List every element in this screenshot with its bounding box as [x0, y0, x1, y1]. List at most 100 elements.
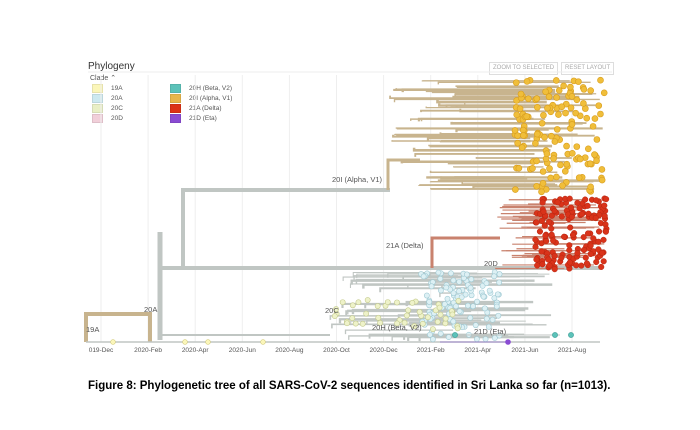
sample-dot-20c — [419, 320, 426, 327]
sample-dot-20i — [587, 87, 594, 94]
sample-dot-20i — [532, 140, 539, 147]
branch — [425, 90, 539, 93]
sample-dot-20c — [394, 320, 400, 327]
sample-dot-20h — [568, 332, 574, 338]
axis-tick-label: 2020-Apr — [182, 347, 210, 354]
branch — [412, 147, 551, 152]
branch — [426, 136, 531, 141]
sample-dot-20a — [420, 273, 427, 280]
sample-dot-20a — [427, 331, 433, 338]
sample-dot-20i — [567, 83, 574, 91]
sample-dot-21a — [548, 212, 555, 219]
branch — [417, 117, 534, 122]
sample-dot-20c — [377, 320, 384, 326]
sample-dot-20i — [533, 157, 540, 165]
sample-dot-20i — [533, 95, 541, 102]
sample-dot-20i — [568, 121, 576, 128]
sample-dot-21a — [532, 236, 539, 243]
sample-dot-21a — [540, 208, 547, 215]
phylogeny-tree[interactable]: 019-Dec 2020-Feb 2020-Apr 2020-Jun 2020-Aug 2… — [0, 0, 700, 360]
branch — [430, 188, 595, 190]
branch — [429, 170, 558, 174]
sample-dot-20i — [546, 165, 553, 172]
branch — [414, 152, 535, 157]
branch — [436, 99, 547, 104]
legend-item[interactable]: 19A — [92, 83, 123, 93]
sample-dot-20c — [384, 299, 391, 305]
sample-dot-20c — [394, 299, 400, 306]
legend-swatch — [92, 113, 103, 123]
sample-dot-21a — [548, 231, 555, 238]
branch — [437, 81, 591, 85]
sample-dot-21a — [595, 246, 602, 253]
sample-dot-20a — [452, 303, 459, 310]
sample-dot-20i — [600, 89, 608, 97]
sample-dot-20c — [416, 309, 423, 315]
sample-dot-21a — [592, 215, 599, 222]
branch — [364, 303, 448, 309]
sample-dot-21a — [566, 242, 573, 249]
sample-dot-21a — [582, 196, 589, 203]
legend-item[interactable]: 20D — [92, 113, 123, 123]
clade-label-a20: 20A — [144, 305, 157, 314]
sample-dot-20i — [559, 182, 566, 189]
sample-dot-20i — [514, 139, 521, 147]
sample-dot-20i — [562, 109, 569, 117]
sample-dot-20i — [587, 183, 594, 191]
legend-item[interactable]: 20H (Beta, V2) — [170, 83, 232, 93]
sample-dot-20i — [563, 142, 570, 150]
branch — [418, 336, 550, 342]
sample-dot-20c — [449, 311, 456, 318]
clade-legend-toggle[interactable]: Clade ⌃ — [90, 74, 116, 82]
sample-dot-20a — [481, 305, 488, 312]
sample-dot-20a — [483, 315, 490, 322]
sample-dot-20i — [568, 93, 576, 100]
sample-dot-20a — [441, 301, 448, 308]
legend-item[interactable]: 21D (Eta) — [170, 113, 232, 123]
sample-dot-20a — [473, 336, 480, 342]
sample-dot-20a — [437, 330, 444, 337]
legend-item[interactable]: 20C — [92, 103, 123, 113]
clade-label-a21: 21A (Delta) — [386, 241, 424, 250]
legend-item[interactable]: 20I (Alpha, V1) — [170, 93, 232, 103]
sample-dot-20a — [491, 295, 498, 302]
sample-dot-20a — [472, 322, 479, 329]
sample-dot-21a — [601, 202, 608, 209]
sample-dot-20a — [467, 314, 474, 321]
sample-dot-20i — [543, 150, 551, 158]
branch — [160, 188, 390, 270]
sample-dot-20i — [548, 132, 555, 140]
sample-dot-21a — [584, 230, 592, 237]
sample-dot-20c — [455, 297, 462, 304]
sample-dot-20i — [560, 82, 567, 90]
sample-dot-21a — [574, 250, 581, 257]
sample-dot-21a — [573, 262, 580, 269]
sample-dot-20c — [403, 312, 410, 319]
sample-dot-20i — [567, 104, 575, 112]
sample-dot-20i — [595, 102, 603, 109]
sample-dot-20i — [555, 87, 563, 94]
clade-label-d20: 20D — [484, 259, 498, 268]
sample-dot-20a — [496, 279, 503, 286]
legend-item[interactable]: 21A (Delta) — [170, 103, 232, 113]
sample-dot-21a — [578, 211, 585, 218]
legend-label: 20C — [111, 104, 123, 112]
legend-item[interactable]: 20A — [92, 93, 123, 103]
sample-dot-20c — [364, 297, 371, 303]
sample-dot-21a — [580, 246, 587, 254]
sample-dot-20i — [597, 110, 604, 118]
sample-dot-20a — [496, 271, 503, 277]
sample-dot-20a — [462, 291, 469, 298]
sample-dot-21a — [583, 260, 590, 267]
legend-swatch — [170, 103, 181, 113]
sample-dot-20i — [551, 138, 559, 145]
sample-dot-20c — [375, 314, 382, 321]
sample-dot-20i — [550, 155, 557, 162]
sample-dot-20a — [456, 288, 462, 295]
sample-dot-20c — [355, 299, 362, 306]
sample-dot-21a — [587, 242, 594, 249]
sample-dot-20i — [576, 155, 584, 163]
sample-dot-21a — [538, 217, 545, 224]
axis-tick-label: 2020-Feb — [134, 347, 162, 354]
branch — [448, 188, 534, 191]
